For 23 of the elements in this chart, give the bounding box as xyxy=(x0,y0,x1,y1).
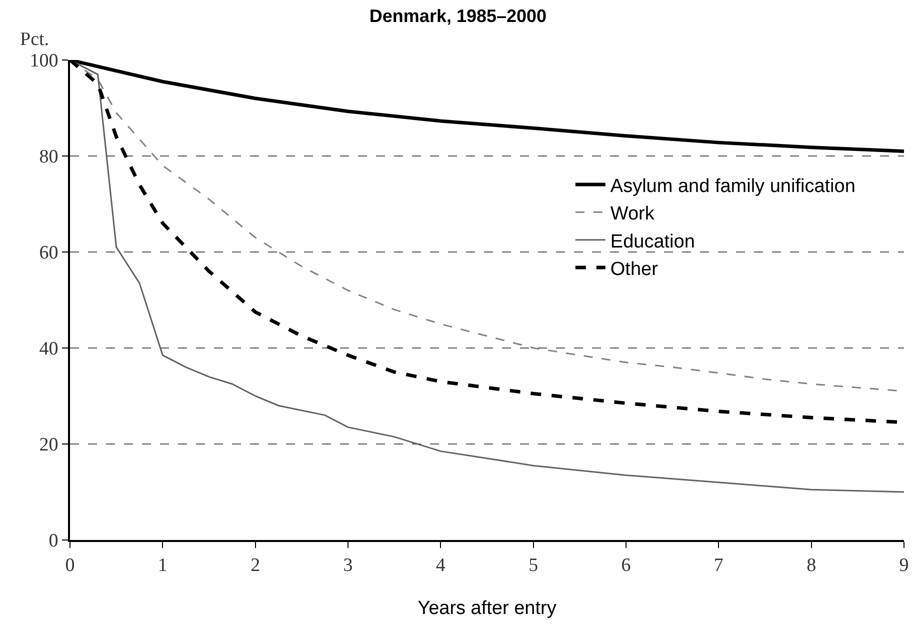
legend-label: Asylum and family unification xyxy=(610,176,856,197)
x-axis-title: Years after entry xyxy=(418,598,557,620)
y-tick-label: 20 xyxy=(39,434,58,456)
y-tick-label: 0 xyxy=(48,530,58,552)
y-axis-title: Pct. xyxy=(20,29,50,50)
x-tick-label: 6 xyxy=(621,554,631,576)
x-tick-label: 3 xyxy=(343,554,353,576)
x-tick-label: 1 xyxy=(158,554,168,576)
chart-title: Denmark, 1985–2000 xyxy=(369,6,547,26)
x-tick-label: 9 xyxy=(899,554,909,576)
y-tick-label: 40 xyxy=(39,338,58,360)
x-tick-label: 2 xyxy=(250,554,260,576)
x-tick-label: 5 xyxy=(528,554,538,576)
y-tick-label: 60 xyxy=(39,242,58,264)
y-tick-label: 100 xyxy=(30,50,58,72)
y-tick-label: 80 xyxy=(39,146,58,168)
x-tick-label: 8 xyxy=(806,554,816,576)
x-tick-label: 4 xyxy=(436,554,446,576)
x-tick-label: 0 xyxy=(65,554,75,576)
x-tick-label: 7 xyxy=(714,554,724,576)
legend-label: Work xyxy=(610,204,655,225)
legend-label: Education xyxy=(610,231,695,252)
legend-label: Other xyxy=(610,258,659,280)
